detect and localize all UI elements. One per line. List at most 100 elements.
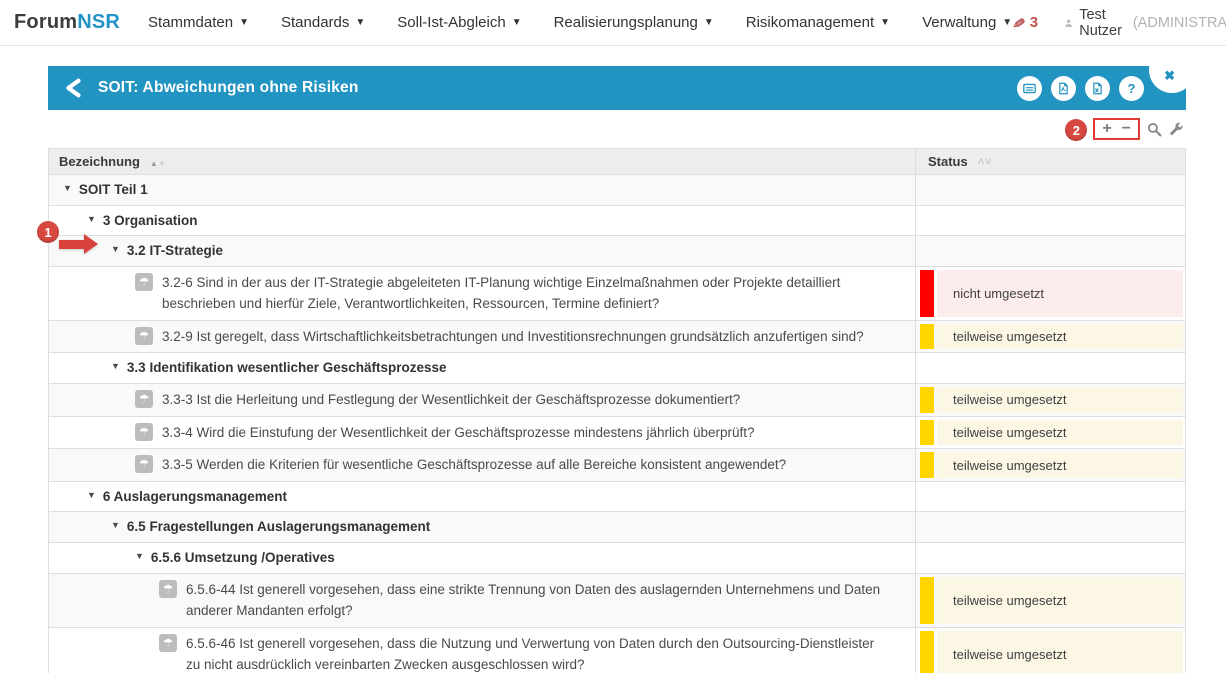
bezeichnung-cell: ▼ 3.2 IT-Strategie bbox=[49, 236, 915, 266]
bezeichnung-cell: ▼ 3.3 Identifikation wesentlicher Geschäf… bbox=[49, 353, 915, 383]
chevron-down-icon: ▼ bbox=[1002, 16, 1013, 28]
collapse-caret-icon[interactable]: ▼ bbox=[111, 361, 120, 372]
sort-icons-bezeichnung[interactable]: ▲▼ bbox=[149, 159, 166, 168]
report-card-icon[interactable] bbox=[1017, 75, 1042, 101]
column-label-status: Status bbox=[928, 154, 968, 169]
status-cell bbox=[915, 175, 1185, 205]
deviations-table: Bezeichnung ▲▼ Status ˄˅ ▼ SOIT Teil 1 ▼ 3 … bbox=[48, 148, 1186, 673]
nav-item-label: Standards bbox=[281, 14, 350, 31]
annotation-arrow-icon bbox=[59, 234, 98, 254]
tree-group-row[interactable]: ▼ 6 Auslagerungsmanagement bbox=[49, 481, 1185, 513]
edit-count-indicator[interactable]: ✎ 3 bbox=[1008, 14, 1039, 32]
tree-group-row[interactable]: ▼ SOIT Teil 1 bbox=[49, 175, 1185, 206]
status-cell: teilweise umgesetzt bbox=[915, 416, 1185, 449]
status-cell bbox=[915, 353, 1185, 384]
app-logo[interactable]: ForumNSR bbox=[14, 11, 120, 34]
pencil-icon: ✎ bbox=[1008, 14, 1028, 31]
bezeichnung-cell: ☂ 3.3-5 Werden die Kriterien für wesentli… bbox=[49, 449, 915, 481]
collapse-all-button[interactable]: − bbox=[1121, 120, 1131, 137]
bezeichnung-cell: ☂ 3.3-3 Ist die Herleitung und Festlegung… bbox=[49, 384, 915, 416]
tree-group-row[interactable]: ▼ 6.5 Fragestellungen Auslagerungsmanagem… bbox=[49, 512, 1185, 543]
nav-item-label: Verwaltung bbox=[922, 14, 997, 31]
tree-group-row[interactable]: ▼ 3.2 IT-Strategie bbox=[49, 236, 1185, 267]
nav-item-label: Realisierungsplanung bbox=[553, 14, 698, 31]
question-text: 6.5.6-44 Ist generell vorgesehen, dass e… bbox=[186, 581, 881, 619]
panel-header-icons: ? bbox=[1017, 75, 1144, 101]
column-header-status[interactable]: Status ˄˅ bbox=[915, 149, 1185, 174]
status-cell: teilweise umgesetzt bbox=[915, 573, 1185, 627]
bezeichnung-cell: ☂ 6.5.6-44 Ist generell vorgesehen, dass … bbox=[49, 574, 915, 627]
sort-icons-status[interactable]: ˄˅ bbox=[977, 155, 993, 168]
status-badge: teilweise umgesetzt bbox=[937, 387, 1183, 413]
excel-export-icon[interactable] bbox=[1085, 75, 1110, 101]
collapse-caret-icon[interactable]: ▼ bbox=[87, 489, 96, 500]
group-label: 6.5.6 Umsetzung /Operatives bbox=[150, 549, 335, 565]
collapse-caret-icon[interactable]: ▼ bbox=[135, 550, 144, 561]
brand-part-nsr: NSR bbox=[77, 11, 121, 33]
bezeichnung-cell: ▼ 6 Auslagerungsmanagement bbox=[49, 482, 915, 512]
status-cell: teilweise umgesetzt bbox=[915, 627, 1185, 673]
question-text: 3.3-5 Werden die Kriterien für wesentlic… bbox=[162, 457, 787, 473]
content-panel: SOIT: Abweichungen ohne Risiken ? ✖ 2 + bbox=[48, 47, 1195, 673]
chevron-down-icon: ▼ bbox=[511, 16, 522, 28]
tree-group-row[interactable]: ▼ 3 Organisation bbox=[49, 205, 1185, 237]
status-color-bar bbox=[920, 323, 934, 350]
tree-group-row[interactable]: ▼ 6.5.6 Umsetzung /Operatives bbox=[49, 542, 1185, 574]
chevron-down-icon: ▼ bbox=[355, 16, 366, 28]
question-row: ☂ 3.2-6 Sind in der aus der IT-Strategie … bbox=[49, 266, 1185, 321]
panel-header: SOIT: Abweichungen ohne Risiken ? ✖ bbox=[48, 47, 1195, 110]
nav-item-risikomanagement[interactable]: Risikomanagement ▼ bbox=[746, 14, 890, 31]
nav-item-label: Risikomanagement bbox=[745, 14, 875, 31]
help-icon[interactable]: ? bbox=[1119, 75, 1144, 101]
nav-item-verwaltung[interactable]: Verwaltung ▼ bbox=[922, 14, 1012, 31]
search-icon[interactable] bbox=[1147, 122, 1162, 137]
question-text: 6.5.6-46 Ist generell vorgesehen, dass d… bbox=[186, 635, 875, 673]
table-header-row: Bezeichnung ▲▼ Status ˄˅ bbox=[49, 149, 1185, 175]
question-row: ☂ 3.2-9 Ist geregelt, dass Wirtschaftlich… bbox=[49, 320, 1185, 354]
main-menu: Stammdaten ▼ Standards ▼ Soll-Ist-Abgleich ▼ R… bbox=[148, 14, 1012, 31]
question-row: ☂ 6.5.6-44 Ist generell vorgesehen, dass … bbox=[49, 573, 1185, 628]
expand-all-button[interactable]: + bbox=[1102, 120, 1112, 137]
collapse-caret-icon[interactable]: ▼ bbox=[87, 213, 96, 224]
group-label: 6 Auslagerungsmanagement bbox=[102, 488, 287, 504]
collapse-caret-icon[interactable]: ▼ bbox=[111, 244, 120, 255]
collapse-caret-icon[interactable]: ▼ bbox=[111, 520, 120, 531]
annotation-1-badge: 1 bbox=[37, 221, 59, 243]
question-row: ☂ 6.5.6-46 Ist generell vorgesehen, dass … bbox=[49, 627, 1185, 673]
question-row: ☂ 3.3-3 Ist die Herleitung und Festlegung… bbox=[49, 384, 1185, 417]
table-toolbar: 2 + − bbox=[48, 110, 1186, 148]
group-label: 3 Organisation bbox=[102, 212, 198, 228]
pdf-export-icon[interactable] bbox=[1051, 75, 1076, 101]
tree-group-row[interactable]: ▼ 3.3 Identifikation wesentlicher Geschäf… bbox=[49, 353, 1185, 385]
status-cell bbox=[915, 512, 1185, 542]
nav-item-soll-ist-abgleich[interactable]: Soll-Ist-Abgleich ▼ bbox=[397, 14, 521, 31]
user-menu[interactable]: Test Nutzer (ADMINISTRATOR) ▼ bbox=[1064, 7, 1226, 39]
top-navbar: ForumNSR Stammdaten ▼ Standards ▼ Soll-Ist-A… bbox=[0, 0, 1226, 46]
question-row: ☂ 3.3-4 Wird die Einstufung der Wesentlic… bbox=[49, 416, 1185, 450]
umbrella-icon: ☂ bbox=[135, 455, 153, 474]
collapse-caret-icon[interactable]: ▼ bbox=[63, 183, 72, 193]
status-cell: teilweise umgesetzt bbox=[915, 320, 1185, 353]
navbar-right: ✎ 3 Test Nutzer (ADMINISTRATOR) ▼ bbox=[1008, 7, 1226, 39]
nav-item-realisierungsplanung[interactable]: Realisierungsplanung ▼ bbox=[554, 14, 714, 31]
umbrella-icon: ☂ bbox=[135, 326, 153, 345]
column-header-bezeichnung[interactable]: Bezeichnung ▲▼ bbox=[49, 149, 915, 174]
bezeichnung-cell: ▼ 6.5.6 Umsetzung /Operatives bbox=[49, 543, 915, 573]
umbrella-icon: ☂ bbox=[135, 272, 153, 291]
nav-item-label: Stammdaten bbox=[148, 14, 234, 31]
nav-item-standards[interactable]: Standards ▼ bbox=[281, 14, 365, 31]
question-text: 3.2-6 Sind in der aus der IT-Strategie a… bbox=[162, 274, 841, 312]
group-label: 3.3 Identifikation wesentlicher Geschäft… bbox=[126, 360, 447, 376]
edit-count: 3 bbox=[1029, 14, 1039, 31]
umbrella-icon: ☂ bbox=[135, 422, 153, 441]
bezeichnung-cell: ☂ 3.2-9 Ist geregelt, dass Wirtschaftlich… bbox=[49, 321, 915, 353]
nav-item-stammdaten[interactable]: Stammdaten ▼ bbox=[148, 14, 249, 31]
share-icon[interactable] bbox=[62, 77, 84, 99]
status-badge: teilweise umgesetzt bbox=[937, 452, 1183, 478]
status-badge: teilweise umgesetzt bbox=[937, 419, 1183, 446]
close-icon[interactable]: ✖ bbox=[1164, 68, 1175, 83]
umbrella-icon: ☂ bbox=[159, 633, 177, 652]
status-color-bar bbox=[920, 419, 934, 446]
group-label: 3.2 IT-Strategie bbox=[126, 243, 223, 259]
settings-wrench-icon[interactable] bbox=[1169, 122, 1184, 137]
